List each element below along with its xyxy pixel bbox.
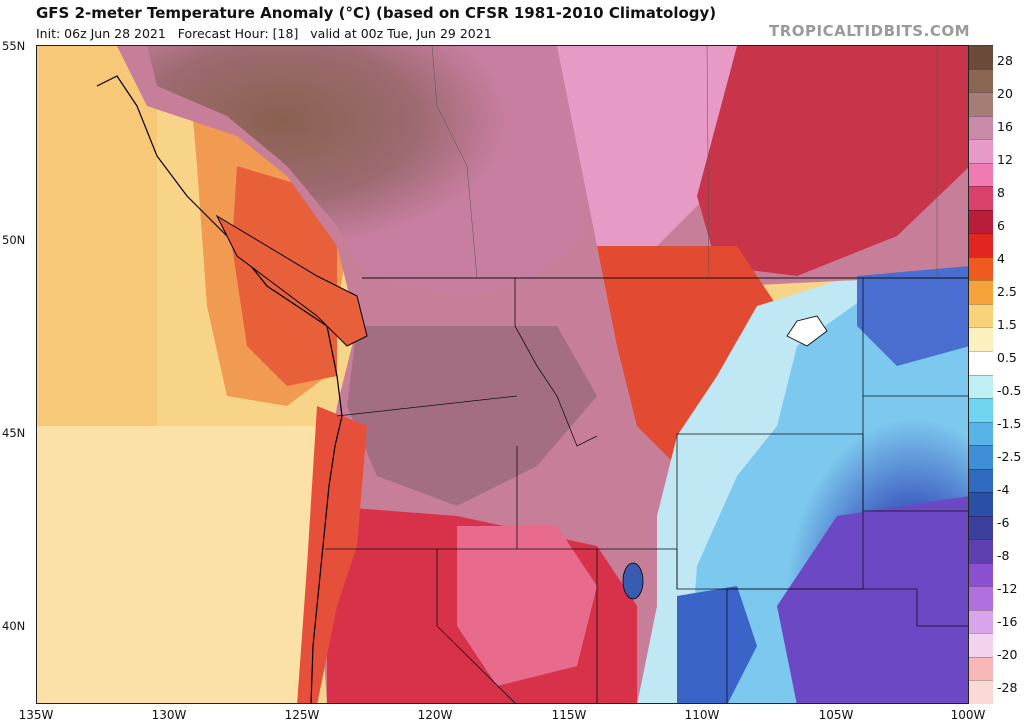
colorbar-swatch	[969, 303, 993, 328]
colorbar-swatch	[969, 92, 993, 117]
colorbar-label: -16	[997, 613, 1018, 629]
colorbar-swatch	[969, 609, 993, 634]
colorbar-label: 2.5	[997, 284, 1017, 300]
colorbar-label: 4	[997, 251, 1005, 267]
lake-sakakawea	[786, 315, 828, 347]
interior-northwest	[347, 326, 597, 506]
state-border-nebraska	[727, 588, 968, 627]
state-border-idaho	[514, 278, 598, 447]
colorbar-label: -20	[997, 646, 1018, 662]
colorbar-swatch	[969, 398, 993, 423]
colorbar-label: 6	[997, 218, 1005, 234]
colorbar-swatch	[969, 421, 993, 446]
colorbar-swatch	[969, 233, 993, 258]
colorbar-swatch	[969, 256, 993, 281]
colorbar-swatch	[969, 327, 993, 352]
colorbar-label: -6	[997, 514, 1010, 530]
colorbar-label: -4	[997, 481, 1010, 497]
lon-label-135w: 135W	[18, 708, 54, 722]
state-border-ca-nv	[436, 549, 516, 703]
lat-label-50n: 50N	[2, 233, 26, 247]
state-border-dakotas	[862, 278, 968, 512]
colorbar-swatch	[969, 68, 993, 93]
saskatchewan-red	[697, 46, 968, 276]
colorbar-swatch	[969, 586, 993, 611]
colorbar-label: 0.5	[997, 350, 1017, 366]
colorbar-swatch	[969, 115, 993, 140]
lat-label-45n: 45N	[2, 426, 26, 440]
colorbar-label: -8	[997, 547, 1010, 563]
colorbar-label: 8	[997, 185, 1005, 201]
colorbar-label: 12	[997, 152, 1013, 168]
lon-label-115w: 115W	[551, 708, 587, 722]
colorbar-swatch	[969, 492, 993, 517]
colorbar-swatch	[969, 45, 993, 70]
forecast-info: Init: 06z Jun 28 2021 Forecast Hour: [18…	[36, 26, 492, 41]
colorbar-swatch	[969, 186, 993, 211]
lon-label-120w: 120W	[417, 708, 453, 722]
colorbar-label: 1.5	[997, 317, 1017, 333]
map-canvas	[37, 46, 968, 703]
colorbar-label: -2.5	[997, 448, 1022, 464]
colorbar-swatch	[969, 350, 993, 375]
colorbar-swatch	[969, 633, 993, 658]
colorbar-swatch	[969, 680, 993, 705]
forecast-hour: Forecast Hour: [18]	[177, 26, 299, 41]
map-title: GFS 2-meter Temperature Anomaly (°C) (ba…	[36, 4, 717, 22]
colorbar-swatch	[969, 209, 993, 234]
cold-core	[777, 496, 968, 703]
lon-label-100w: 100W	[950, 708, 986, 722]
lat-label-55n: 55N	[2, 39, 26, 53]
colorbar-label: -12	[997, 580, 1018, 596]
colorbar-swatch	[969, 445, 993, 470]
north-dakota-cold	[857, 266, 968, 366]
colorbar-swatch	[969, 562, 993, 587]
temperature-anomaly-map	[36, 45, 969, 704]
alberta-pink	[557, 46, 737, 246]
colorbar-swatch	[969, 539, 993, 564]
state-border-utah	[597, 548, 678, 589]
vancouver-island	[215, 214, 368, 347]
colorbar-label: 20	[997, 86, 1013, 102]
colorbar-swatch	[969, 515, 993, 540]
init-time: Init: 06z Jun 28 2021	[36, 26, 166, 41]
colorbar-label: -28	[997, 679, 1018, 695]
utah-cold	[677, 586, 757, 703]
heat-dome-core	[147, 46, 597, 296]
province-border-bc-ab	[431, 46, 478, 279]
lon-label-125w: 125W	[284, 708, 320, 722]
great-salt-lake	[622, 562, 644, 600]
colorbar-label: -1.5	[997, 415, 1022, 431]
colorbar-swatch	[969, 280, 993, 305]
valid-time: valid at 00z Tue, Jun 29 2021	[310, 26, 492, 41]
nevada-pink	[457, 526, 597, 686]
lon-label-110w: 110W	[684, 708, 720, 722]
lon-label-105w: 105W	[818, 708, 854, 722]
colorbar-label: 28	[997, 53, 1013, 69]
colorbar-swatch	[969, 139, 993, 164]
colorbar-swatch	[969, 468, 993, 493]
lat-label-40n: 40N	[2, 619, 26, 633]
coastline	[96, 75, 343, 703]
brand-watermark: TROPICALTIDBITS.COM	[769, 22, 970, 40]
colorbar-swatch	[969, 374, 993, 399]
lon-label-130w: 130W	[151, 708, 187, 722]
colorbar-legend: 28 20 16 12 8 6 4 2.5 1.5 0.5 -0.5 -1.5 -2.5 -4 -6 -8 -1…	[969, 45, 1024, 705]
colorbar-label: 16	[997, 119, 1013, 135]
colorbar-label: -0.5	[997, 382, 1022, 398]
ocean-south	[37, 426, 317, 703]
colorbar-swatch	[969, 162, 993, 187]
province-border-ab-sk	[706, 46, 710, 279]
state-border-wa-or	[336, 395, 518, 417]
colorbar-swatch	[969, 656, 993, 681]
